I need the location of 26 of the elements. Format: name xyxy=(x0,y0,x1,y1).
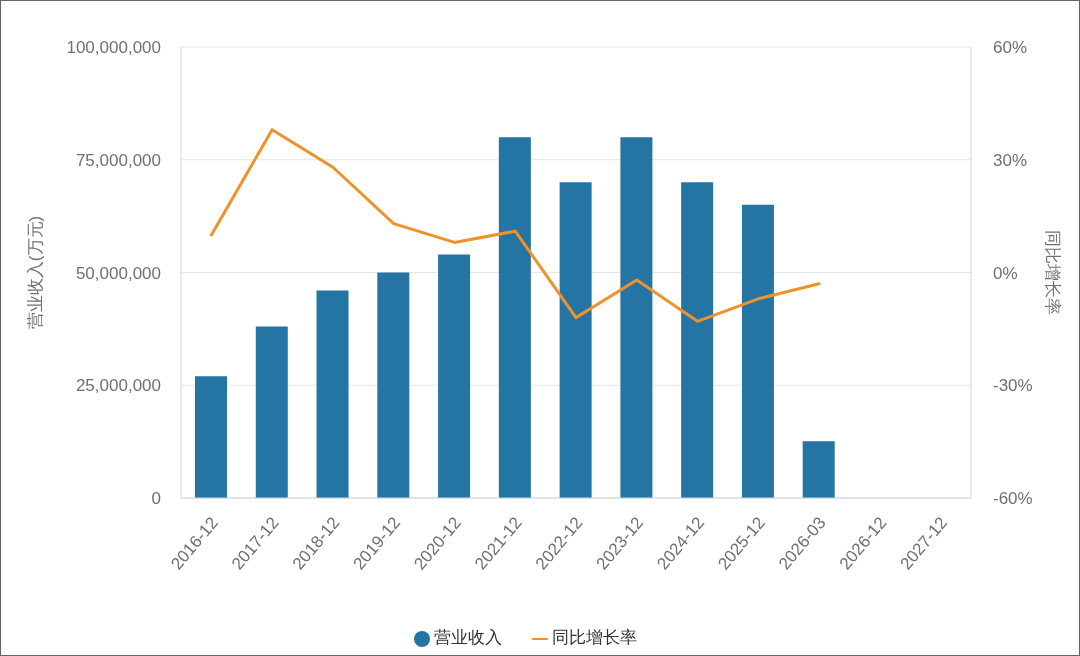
bar xyxy=(498,137,531,498)
y2-tick-label: 60% xyxy=(993,38,1028,58)
bar xyxy=(255,326,288,498)
legend-label: 同比增长率 xyxy=(551,628,637,647)
legend-label: 营业收入 xyxy=(433,628,502,647)
y-tick-label: 50,000,000 xyxy=(75,263,161,283)
y-axis-title: 营业收入(万元) xyxy=(26,215,46,330)
bar xyxy=(438,254,471,498)
bar xyxy=(559,182,592,498)
bar xyxy=(316,290,349,498)
y-tick-label: 100,000,000 xyxy=(66,38,161,58)
y2-tick-label: 30% xyxy=(993,150,1028,170)
y2-axis-title: 同比增长率 xyxy=(1042,230,1062,315)
bar xyxy=(195,376,227,498)
y2-tick-label: -30% xyxy=(993,376,1033,396)
y-tick-label: 0 xyxy=(151,489,161,509)
y-tick-label: 25,000,000 xyxy=(75,376,161,396)
y2-tick-label: -60% xyxy=(993,489,1033,509)
line-series xyxy=(209,128,821,323)
y2-tick-label: 0% xyxy=(993,263,1018,283)
bar xyxy=(377,272,410,498)
bar xyxy=(802,441,835,498)
bar xyxy=(741,204,774,498)
bar xyxy=(620,137,653,498)
bar xyxy=(681,182,714,498)
y-tick-label: 75,000,000 xyxy=(75,150,161,170)
